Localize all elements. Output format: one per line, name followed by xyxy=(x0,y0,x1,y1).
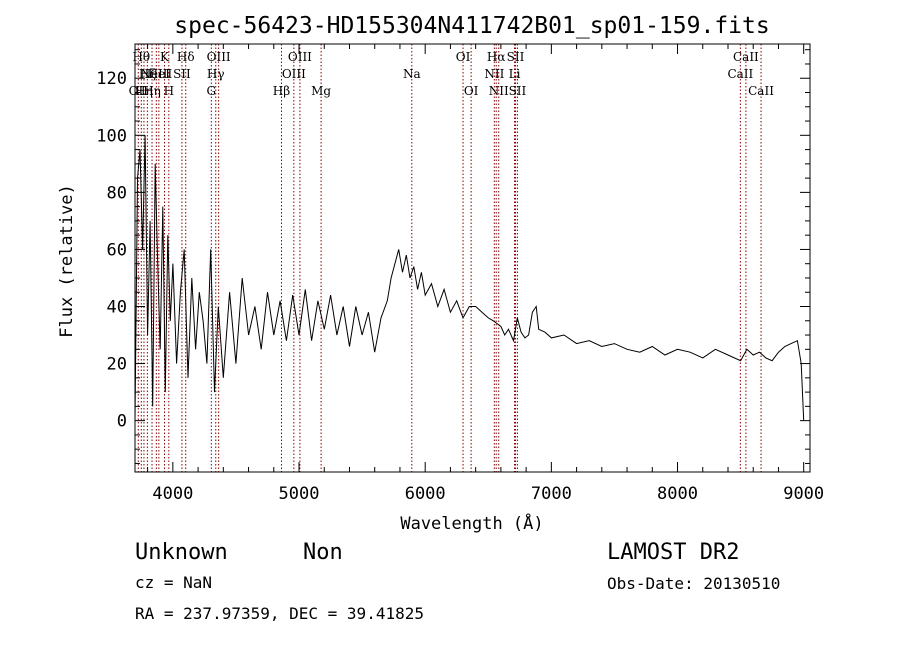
line-marker-label: OIII xyxy=(282,67,306,81)
line-marker-label: NII xyxy=(484,67,504,81)
x-axis-ticks: 4000 5000 6000 7000 8000 9000 xyxy=(147,44,824,504)
y-tick-label: 80 xyxy=(107,183,127,203)
line-marker-label: H xyxy=(164,84,174,98)
line-marker-label: OI xyxy=(456,50,471,64)
x-tick-label: 5000 xyxy=(279,484,320,504)
object-subclass: Non xyxy=(303,540,343,565)
line-marker-label: Mg xyxy=(311,84,331,98)
x-tick-label: 4000 xyxy=(152,484,193,504)
obs-date: Obs-Date: 20130510 xyxy=(607,574,780,593)
ra-dec: RA = 237.97359, DEC = 39.41825 xyxy=(135,604,424,623)
line-marker-label: NII xyxy=(489,84,509,98)
line-marker-label: NeIII xyxy=(140,67,172,81)
x-tick-label: 7000 xyxy=(531,484,572,504)
y-tick-label: 120 xyxy=(96,69,127,89)
line-marker-label: SII xyxy=(509,84,527,98)
x-tick-label: 9000 xyxy=(783,484,824,504)
line-marker-label: K xyxy=(160,50,170,64)
line-marker-label: Hγ xyxy=(207,67,225,81)
line-marker-label: Hδ xyxy=(177,50,195,64)
line-marker-label: SII xyxy=(507,50,525,64)
line-marker-label: Hα xyxy=(487,50,506,64)
line-marker-label: Hη xyxy=(143,84,161,98)
y-tick-label: 60 xyxy=(107,240,127,260)
object-class: Unknown xyxy=(135,540,228,565)
line-marker-label: Li xyxy=(509,67,521,81)
line-marker-label: Hη xyxy=(135,84,153,98)
line-marker-label: Hβ xyxy=(273,84,290,98)
survey-name: LAMOST DR2 xyxy=(607,540,739,565)
line-marker-label: OIII xyxy=(288,50,312,64)
plot-frame xyxy=(134,43,811,473)
y-tick-label: 40 xyxy=(107,298,127,318)
y-axis-label: Flux (relative) xyxy=(57,184,77,338)
line-marker-label: G xyxy=(207,84,217,98)
x-axis-label: Wavelength (Å) xyxy=(400,512,543,534)
spectrum-line xyxy=(134,135,805,421)
line-marker-label: CaII xyxy=(727,67,753,81)
line-marker-label: Hζ xyxy=(139,67,156,81)
x-tick-label: 8000 xyxy=(657,484,698,504)
line-markers xyxy=(137,44,762,472)
line-marker-label: Hθ xyxy=(132,50,150,64)
line-marker-label: CaII xyxy=(733,50,759,64)
line-marker-label: OI xyxy=(464,84,479,98)
redshift-cz: cz = NaN xyxy=(135,573,212,592)
x-tick-label: 6000 xyxy=(405,484,446,504)
y-tick-label: 20 xyxy=(107,355,127,375)
line-marker-label: HeI xyxy=(148,67,171,81)
line-marker-label: OII xyxy=(129,84,149,98)
chart-title: spec-56423-HD155304N411742B01_sp01-159.f… xyxy=(174,13,769,39)
line-marker-label: OIII xyxy=(207,50,231,64)
line-marker-label: SII xyxy=(173,67,191,81)
line-marker-label: Na xyxy=(403,67,421,81)
y-tick-label: 100 xyxy=(96,126,127,146)
y-tick-label: 0 xyxy=(117,412,127,432)
y-axis-ticks: 0 20 40 60 80 100 120 xyxy=(96,49,810,464)
line-marker-label: CaII xyxy=(748,84,774,98)
